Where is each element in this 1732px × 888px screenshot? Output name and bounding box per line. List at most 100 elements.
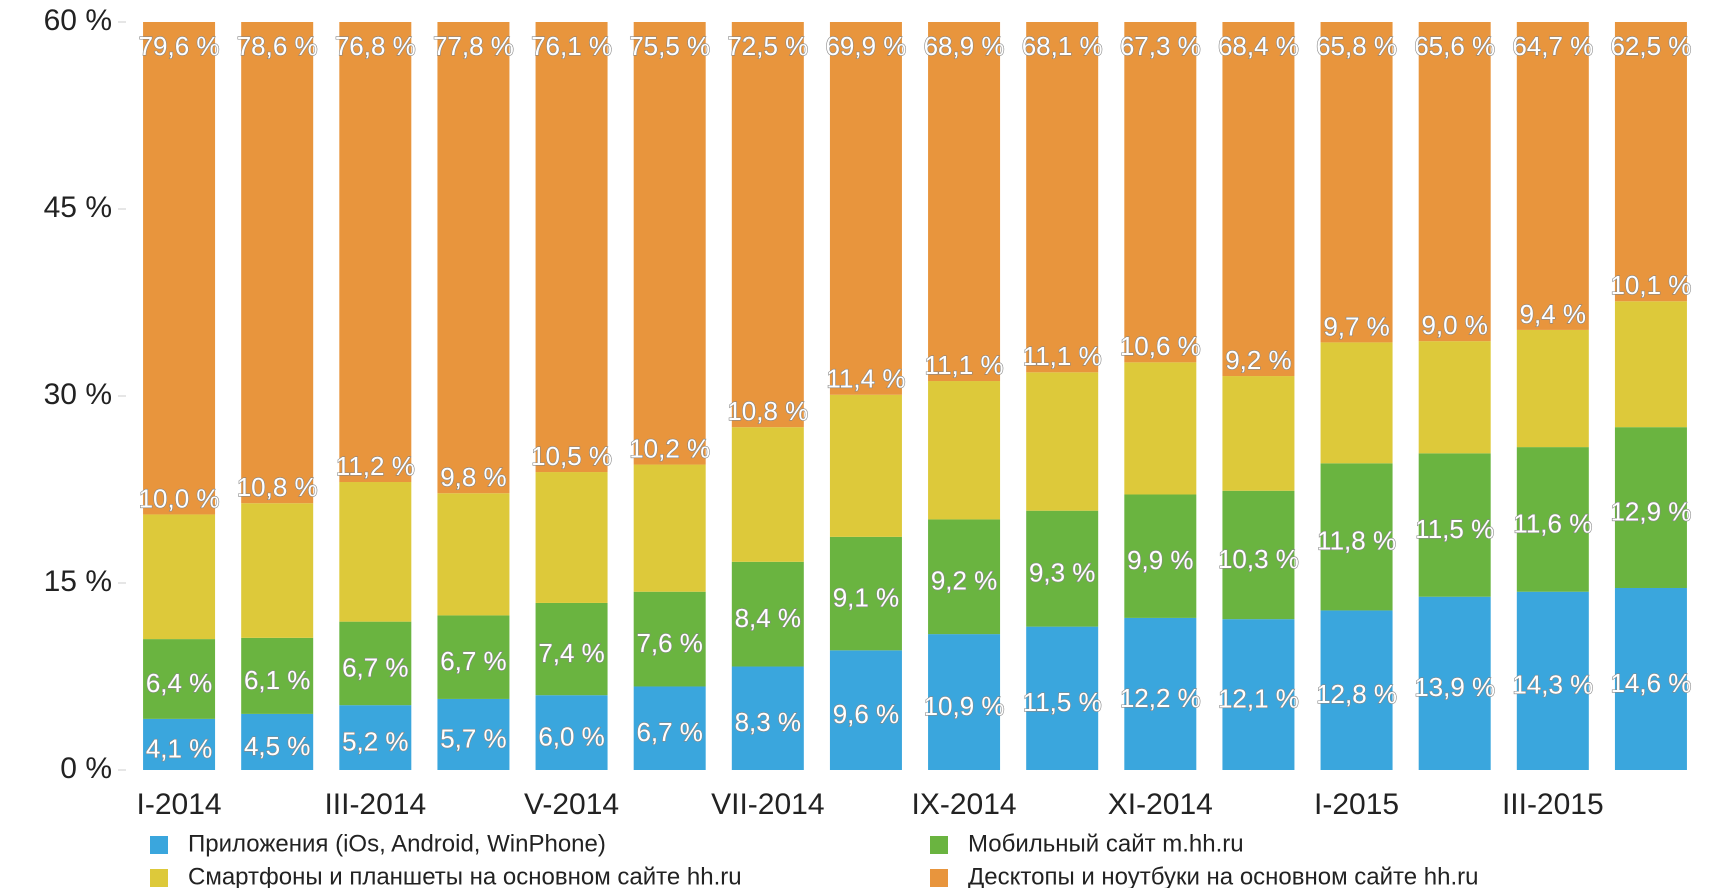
value-label: 4,5 % [244, 731, 311, 761]
bar-segment [633, 591, 706, 687]
value-label: 64,7 % [1512, 31, 1593, 61]
bar-segment [535, 602, 608, 696]
bar-segment [633, 464, 706, 592]
y-tick-label: 60 % [44, 4, 112, 37]
plot [143, 22, 1687, 770]
bar-segment [1516, 591, 1589, 770]
bar-segment [1320, 22, 1393, 343]
value-label: 9,8 % [440, 462, 507, 492]
value-label: 10,2 % [629, 433, 710, 463]
bar-segment [633, 22, 706, 465]
bar-segment [143, 639, 216, 719]
value-label: 6,0 % [538, 721, 605, 751]
bar-segment [731, 427, 804, 562]
y-tick-label: 0 % [60, 752, 112, 785]
bar-segment [829, 650, 902, 770]
bar-segment [928, 381, 1001, 520]
legend-label: Десктопы и ноутбуки на основном сайте hh… [968, 863, 1478, 888]
value-label: 68,1 % [1022, 31, 1103, 61]
bar-segment [1320, 610, 1393, 770]
value-label: 11,1 % [925, 350, 1004, 380]
bar-segment [437, 22, 510, 494]
value-label: 75,5 % [629, 31, 710, 61]
legend-swatch [150, 869, 168, 887]
bar-segment [1418, 596, 1491, 770]
value-label: 12,8 % [1316, 679, 1397, 709]
value-label: 11,4 % [826, 364, 905, 394]
bar-segment [1418, 341, 1491, 454]
bar-segment [1124, 494, 1197, 618]
y-tick-label: 45 % [44, 191, 112, 224]
bar-segment [241, 22, 314, 504]
y-tick-label: 30 % [44, 378, 112, 411]
bar-segment [143, 514, 216, 640]
value-label: 11,5 % [1415, 514, 1494, 544]
bar-segment [1418, 453, 1491, 597]
bar-segment [731, 22, 804, 428]
value-label: 9,6 % [833, 699, 900, 729]
value-label: 9,1 % [833, 582, 900, 612]
value-label: 8,3 % [735, 707, 802, 737]
bar-segment [1516, 22, 1589, 330]
bar-segment [829, 536, 902, 651]
value-label: 14,3 % [1512, 670, 1593, 700]
value-label: 72,5 % [727, 31, 808, 61]
bar-segment [1614, 301, 1687, 428]
bar-segment [535, 472, 608, 603]
value-label: 65,6 % [1414, 31, 1495, 61]
value-label: 79,6 % [139, 31, 220, 61]
value-label: 11,8 % [1317, 526, 1396, 556]
value-label: 13,9 % [1414, 672, 1495, 702]
value-label: 76,8 % [335, 31, 416, 61]
y-tick-label: 15 % [44, 565, 112, 598]
bar-segment [535, 22, 608, 473]
value-label: 10,8 % [727, 396, 808, 426]
value-label: 6,7 % [342, 652, 409, 682]
bar-segment [1124, 362, 1197, 495]
value-label: 8,4 % [735, 603, 802, 633]
value-label: 78,6 % [237, 31, 318, 61]
bar-segment [339, 621, 412, 706]
value-label: 9,9 % [1127, 545, 1194, 575]
value-label: 10,3 % [1218, 544, 1299, 574]
bar-segment [731, 561, 804, 667]
value-label: 11,6 % [1513, 508, 1592, 538]
value-label: 9,2 % [931, 566, 998, 596]
x-tick-label: VII-2014 [711, 788, 824, 821]
bar-segment [437, 615, 510, 699]
legend-label: Мобильный сайт m.hh.ru [968, 830, 1244, 857]
bar-segment [1418, 22, 1491, 342]
legend-swatch [150, 836, 168, 854]
bar-segment [437, 493, 510, 616]
x-tick-label: I-2015 [1314, 788, 1399, 821]
value-label: 10,5 % [531, 441, 612, 471]
bar-segment [1320, 342, 1393, 464]
value-label: 68,9 % [924, 31, 1005, 61]
bar-segment [535, 695, 608, 770]
bar-segment [928, 519, 1001, 635]
value-label: 9,0 % [1421, 310, 1488, 340]
bar-segment [829, 394, 902, 537]
value-label: 11,2 % [336, 451, 415, 481]
value-label: 11,5 % [1023, 687, 1102, 717]
value-label: 67,3 % [1120, 31, 1201, 61]
value-label: 6,7 % [636, 717, 703, 747]
value-label: 69,9 % [825, 31, 906, 61]
value-label: 4,1 % [146, 733, 213, 763]
bar-segment [339, 482, 412, 622]
bar-segment [339, 22, 412, 483]
x-tick-label: IX-2014 [912, 788, 1017, 821]
value-label: 7,6 % [636, 628, 703, 658]
bar-segment [1222, 376, 1295, 491]
x-tick-label: III-2015 [1502, 788, 1604, 821]
value-label: 9,2 % [1225, 345, 1292, 375]
bar-segment [1614, 427, 1687, 588]
bar-segment [731, 666, 804, 770]
bar-segment [1516, 447, 1589, 592]
value-label: 5,2 % [342, 726, 409, 756]
bar-segment [1124, 617, 1197, 770]
x-tick-label: V-2014 [524, 788, 619, 821]
bar-segment [1320, 463, 1393, 611]
bar-segment [829, 22, 902, 395]
